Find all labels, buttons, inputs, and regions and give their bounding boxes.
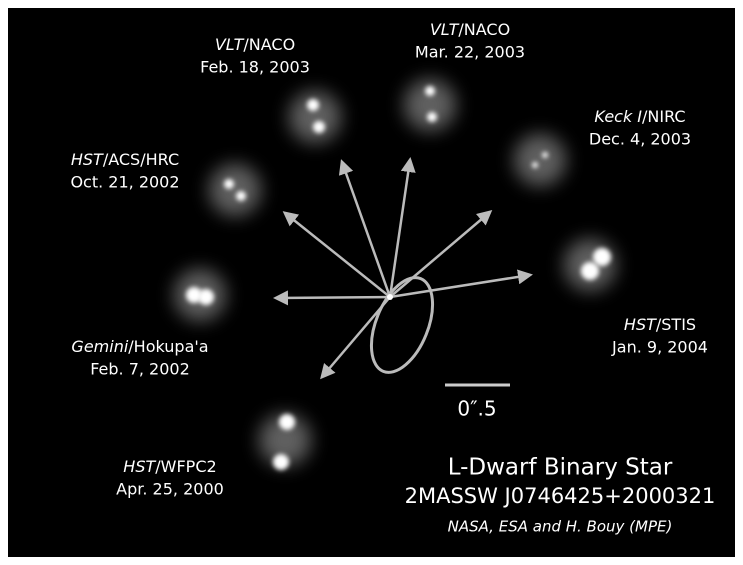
instrument-label: Gemini/Hokupa'a — [71, 337, 208, 356]
star-a — [425, 86, 435, 96]
date-label: Feb. 18, 2003 — [200, 58, 310, 77]
arrow — [273, 290, 391, 306]
star-b — [581, 262, 599, 280]
star-a — [307, 99, 319, 111]
orbit — [369, 276, 435, 374]
telescope: VLT — [430, 20, 460, 39]
instrument-label: VLT/NACO — [430, 20, 510, 39]
star-b — [273, 454, 289, 470]
scale-label: 0″.5 — [457, 397, 496, 421]
date-label: Dec. 4, 2003 — [589, 130, 691, 149]
telescope: Keck I — [594, 107, 642, 126]
title: L-Dwarf Binary Star — [448, 455, 673, 481]
star-halo — [404, 79, 456, 131]
primary-star — [387, 294, 393, 300]
telescope: Gemini — [71, 337, 128, 356]
instrument: /STIS — [656, 315, 696, 334]
star-images — [174, 79, 616, 470]
instrument: /Hokupa'a — [128, 337, 208, 356]
star-halo — [209, 164, 261, 216]
date-label: Feb. 7, 2002 — [90, 360, 190, 379]
instrument-label: Keck I/NIRC — [594, 107, 685, 126]
star-a — [593, 248, 611, 266]
telescope: HST — [71, 150, 104, 169]
arrow — [389, 269, 533, 299]
subtitle: 2MASSW J0746425+2000321 — [405, 484, 716, 508]
star-a — [542, 152, 548, 158]
labels: HST/ACS/HRC Oct. 21, 2002 VLT/NACO Feb. 18,… — [70, 20, 708, 499]
instrument: /NACO — [243, 35, 295, 54]
star-b — [532, 162, 538, 168]
date-label: Mar. 22, 2003 — [415, 43, 525, 62]
arrow — [282, 211, 391, 298]
star-halo — [289, 91, 341, 143]
star-halo — [514, 134, 566, 186]
arrow — [388, 157, 416, 298]
star-b — [427, 112, 437, 122]
instrument: /WFPC2 — [155, 457, 216, 476]
instrument-label: HST/STIS — [624, 315, 696, 334]
telescope: VLT — [215, 35, 245, 54]
instrument: /NIRC — [642, 107, 686, 126]
instrument-label: HST/ACS/HRC — [71, 150, 179, 169]
instrument: /NACO — [458, 20, 510, 39]
star-b — [198, 289, 214, 305]
instrument-label: HST/WFPC2 — [123, 457, 216, 476]
instrument: /ACS/HRC — [103, 150, 179, 169]
date-label: Jan. 9, 2004 — [611, 338, 708, 357]
star-a — [186, 287, 202, 303]
date-label: Oct. 21, 2002 — [70, 173, 179, 192]
instrument-label: VLT/NACO — [215, 35, 295, 54]
star-b — [313, 121, 325, 133]
date-label: Apr. 25, 2000 — [116, 480, 224, 499]
telescope: HST — [123, 457, 156, 476]
credit: NASA, ESA and H. Bouy (MPE) — [448, 518, 673, 536]
telescope: HST — [624, 315, 657, 334]
star-b — [236, 191, 246, 201]
arrow — [338, 159, 392, 298]
star-halo — [259, 414, 311, 466]
star-a — [224, 179, 234, 189]
arrow — [389, 210, 493, 298]
arrows — [273, 157, 533, 380]
star-a — [279, 414, 295, 430]
